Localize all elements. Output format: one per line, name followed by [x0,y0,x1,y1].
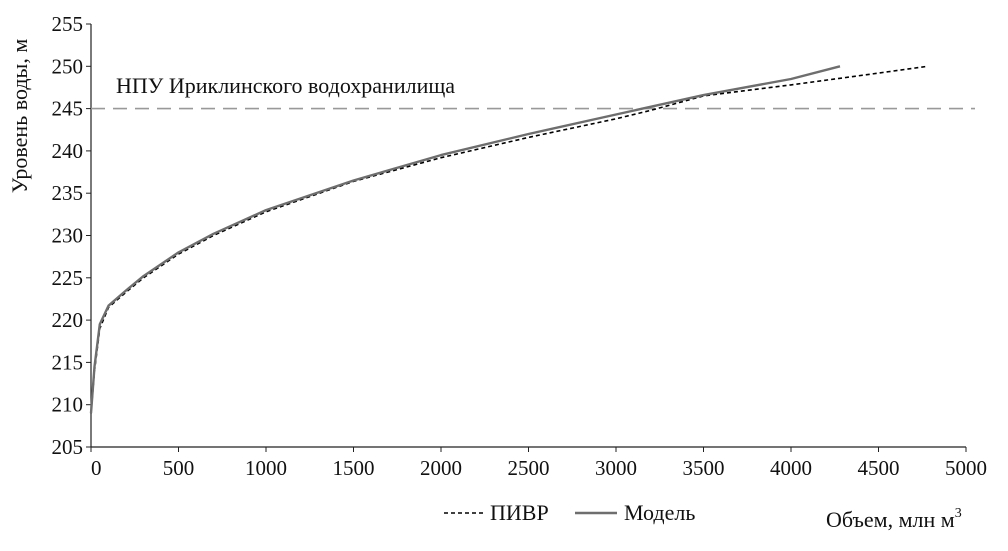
x-tick-label: 2000 [420,456,462,480]
legend: ПИВР Модель [444,500,695,525]
x-tick-label: 500 [163,456,195,480]
series-layer [89,65,928,414]
x-tick-label: 3000 [595,456,637,480]
y-ticks: 205 210 215 220 225 230 235 240 245 250 255 [52,12,91,459]
series-line-model [89,65,841,414]
y-tick-label: 240 [52,139,84,163]
y-tick-label: 215 [52,350,84,374]
legend-label-pivr: ПИВР [490,500,549,525]
y-tick-label: 255 [52,12,84,36]
x-ticks: 0 500 1000 1500 2000 2500 3000 3500 4000 4500 5000 [90,447,987,480]
x-tick-label: 4500 [858,456,900,480]
legend-label-model: Модель [624,500,695,525]
x-tick-label: 3500 [683,456,725,480]
reference-label: НПУ Ириклинского водохранилища [116,73,455,98]
y-axis-label: Уровень воды, м [7,39,32,194]
series-line-pivr [90,65,928,414]
x-tick-label: 4000 [770,456,812,480]
x-tick-label: 0 [91,456,102,480]
y-tick-label: 235 [52,181,84,205]
y-tick-label: 230 [52,224,84,248]
y-tick-label: 210 [52,393,84,417]
y-tick-label: 220 [52,308,84,332]
x-tick-label: 1000 [245,456,287,480]
x-tick-label: 1500 [333,456,375,480]
y-tick-label: 245 [52,97,84,121]
y-tick-label: 205 [52,435,84,459]
x-tick-label: 5000 [945,456,987,480]
x-axis-label: Объем, млн м3 [826,506,962,532]
x-tick-label: 2500 [508,456,550,480]
y-tick-label: 225 [52,266,84,290]
y-tick-label: 250 [52,54,84,78]
